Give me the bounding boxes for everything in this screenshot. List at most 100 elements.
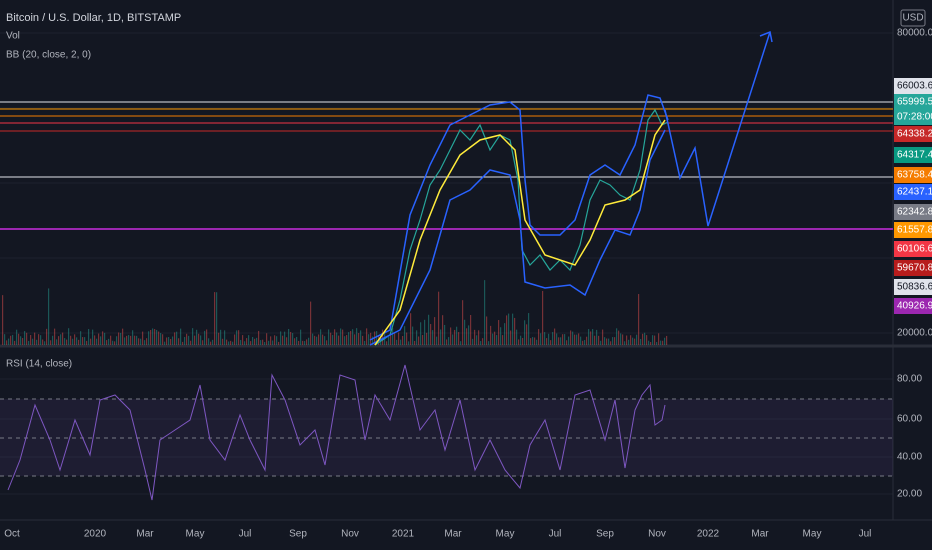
- volume-bar: [170, 338, 172, 345]
- volume-bar: [606, 338, 608, 345]
- price-label-box: [894, 167, 932, 183]
- volume-bar: [484, 280, 486, 345]
- indicator-label: Vol: [6, 31, 20, 42]
- volume-bar: [512, 313, 514, 345]
- volume-bar: [58, 336, 60, 345]
- volume-bar: [250, 341, 252, 345]
- volume-bar: [22, 338, 24, 345]
- price-label: 64338.28: [897, 129, 932, 140]
- price-label-box: [894, 204, 932, 220]
- volume-bar: [260, 340, 262, 345]
- volume-bar: [568, 336, 570, 345]
- volume-bar: [366, 328, 368, 345]
- volume-bar: [532, 337, 534, 345]
- volume-bar: [236, 330, 238, 345]
- time-tick: Mar: [136, 529, 154, 540]
- volume-bar: [138, 338, 140, 345]
- volume-bar: [94, 335, 96, 345]
- volume-bar: [228, 341, 230, 345]
- time-tick: Jul: [549, 529, 562, 540]
- price-label-box: [894, 126, 932, 142]
- volume-bar: [576, 334, 578, 345]
- volume-bar: [180, 328, 182, 345]
- volume-bar: [114, 341, 116, 345]
- volume-bar: [14, 340, 16, 345]
- volume-bar: [488, 341, 490, 345]
- volume-bar: [460, 341, 462, 345]
- price-label-box: [894, 109, 932, 125]
- volume-bar: [44, 341, 46, 345]
- volume-bar: [304, 341, 306, 345]
- indicator-label: BB (20, close, 2, 0): [6, 50, 91, 61]
- volume-bar: [534, 337, 536, 345]
- volume-bar: [468, 325, 470, 345]
- volume-bar: [144, 340, 146, 345]
- volume-bar: [108, 338, 110, 345]
- volume-bar: [148, 331, 150, 345]
- volume-bar: [200, 335, 202, 345]
- volume-bar: [160, 333, 162, 345]
- volume-bar: [162, 334, 164, 345]
- volume-bar: [128, 335, 130, 345]
- level-lines: [0, 101, 893, 230]
- volume-bar: [528, 313, 530, 345]
- volume-bar: [314, 335, 316, 345]
- volume-bar: [192, 328, 194, 345]
- volume-bar: [660, 340, 662, 345]
- volume-bar: [542, 290, 544, 345]
- volume-bar: [254, 338, 256, 345]
- volume-bar: [150, 329, 152, 345]
- volume-bar: [536, 339, 538, 345]
- volume-bar: [6, 340, 8, 345]
- volume-bar: [292, 333, 294, 345]
- time-tick: Mar: [444, 529, 462, 540]
- volume-bar: [104, 332, 106, 345]
- volume-bar: [132, 330, 134, 345]
- volume-bar: [628, 339, 630, 345]
- volume-bar: [10, 335, 12, 345]
- volume-bar: [402, 335, 404, 345]
- volume-bar: [140, 338, 142, 345]
- volume-bar: [634, 338, 636, 345]
- volume-bar: [390, 335, 392, 345]
- time-tick: Nov: [648, 529, 666, 540]
- price-label: 63758.41: [897, 170, 932, 181]
- volume-bar: [502, 335, 504, 345]
- volume-bar: [618, 330, 620, 345]
- volume-bar: [494, 331, 496, 345]
- volume-bar: [166, 337, 168, 345]
- volume-bar: [480, 341, 482, 345]
- volume-bar: [90, 338, 92, 345]
- volume-bar: [184, 336, 186, 345]
- price-tick: 20000.00: [897, 328, 932, 339]
- price-label-box: [894, 279, 932, 295]
- volume-bar: [72, 338, 74, 345]
- volume-bar: [658, 333, 660, 345]
- volume-bar: [612, 337, 614, 345]
- volume-bar: [648, 340, 650, 345]
- volume-bar: [490, 325, 492, 345]
- volume-bar: [590, 331, 592, 345]
- volume-bar: [48, 288, 50, 345]
- volume-bar: [262, 339, 264, 345]
- volume-bar: [636, 334, 638, 345]
- volume-bar: [388, 336, 390, 345]
- price-label-box: [894, 78, 932, 94]
- volume-bar: [80, 331, 82, 345]
- volume-bar: [310, 301, 312, 345]
- volume-bar: [586, 336, 588, 345]
- time-tick: 2021: [392, 529, 415, 540]
- volume-bar: [20, 336, 22, 345]
- volume-bar: [164, 341, 166, 345]
- grid: [0, 32, 893, 495]
- rsi-line: [7, 364, 666, 501]
- volume-bar: [424, 319, 426, 345]
- volume-bar: [420, 322, 422, 345]
- volume-bar: [446, 339, 448, 345]
- volume-bar: [552, 332, 554, 345]
- volume-bar: [126, 335, 128, 345]
- volume-bar: [538, 329, 540, 345]
- volume-bar: [288, 328, 290, 345]
- price-label: 60106.61: [897, 244, 932, 255]
- volume-bar: [218, 332, 220, 345]
